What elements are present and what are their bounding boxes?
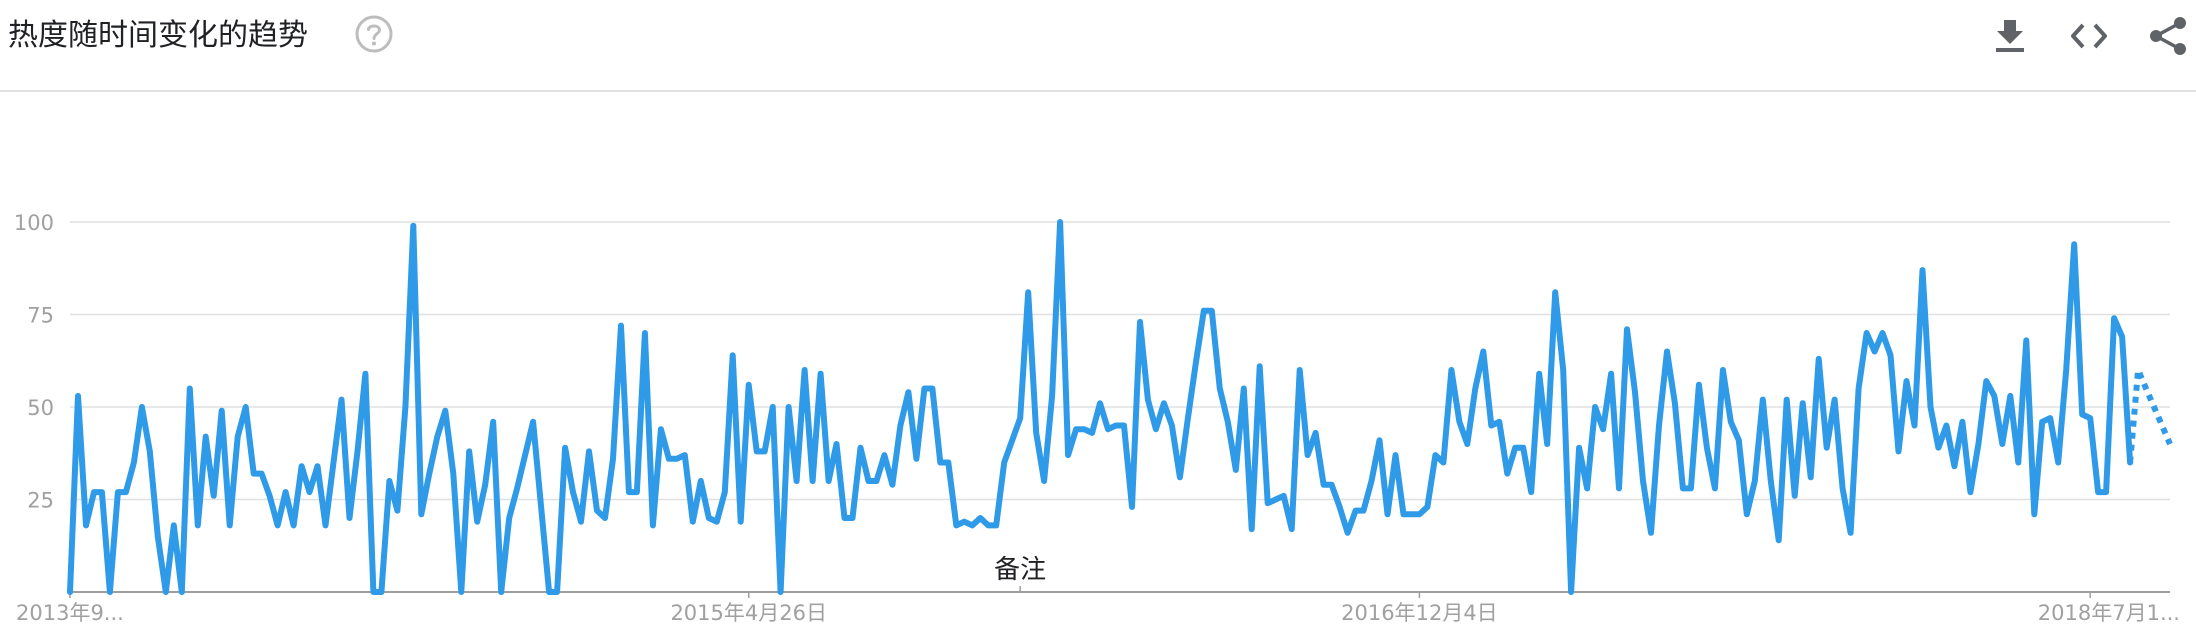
help-circle-icon[interactable] (354, 14, 394, 54)
annotation-marker[interactable]: 备注 (994, 555, 1046, 592)
annotation-label[interactable]: 备注 (994, 555, 1046, 585)
x-axis-ticks: 2013年9... 2015年4月26日 2016年12月4日 2018年7月1... (16, 592, 2180, 625)
code-icon[interactable] (2067, 14, 2111, 58)
x-tick-label: 2018年7月1... (2038, 601, 2180, 625)
download-icon[interactable] (1988, 14, 2032, 58)
y-tick-label: 75 (27, 304, 54, 328)
x-tick-label: 2015年4月26日 (670, 601, 827, 625)
chart-title: 热度随时间变化的趋势 (8, 18, 308, 53)
x-tick-label: 2016年12月4日 (1341, 601, 1498, 625)
y-tick-label: 50 (27, 396, 54, 420)
series-line-partial (2127, 368, 2173, 463)
y-axis-ticks: 25 50 75 100 (14, 211, 54, 513)
chart-header: 热度随时间变化的趋势 (0, 0, 2196, 92)
series-line (67, 219, 2134, 595)
share-icon[interactable] (2146, 14, 2190, 58)
x-tick-label: 2013年9... (16, 601, 124, 625)
y-tick-label: 25 (27, 489, 54, 513)
series-layer (67, 219, 2173, 595)
y-tick-label: 100 (14, 211, 54, 235)
